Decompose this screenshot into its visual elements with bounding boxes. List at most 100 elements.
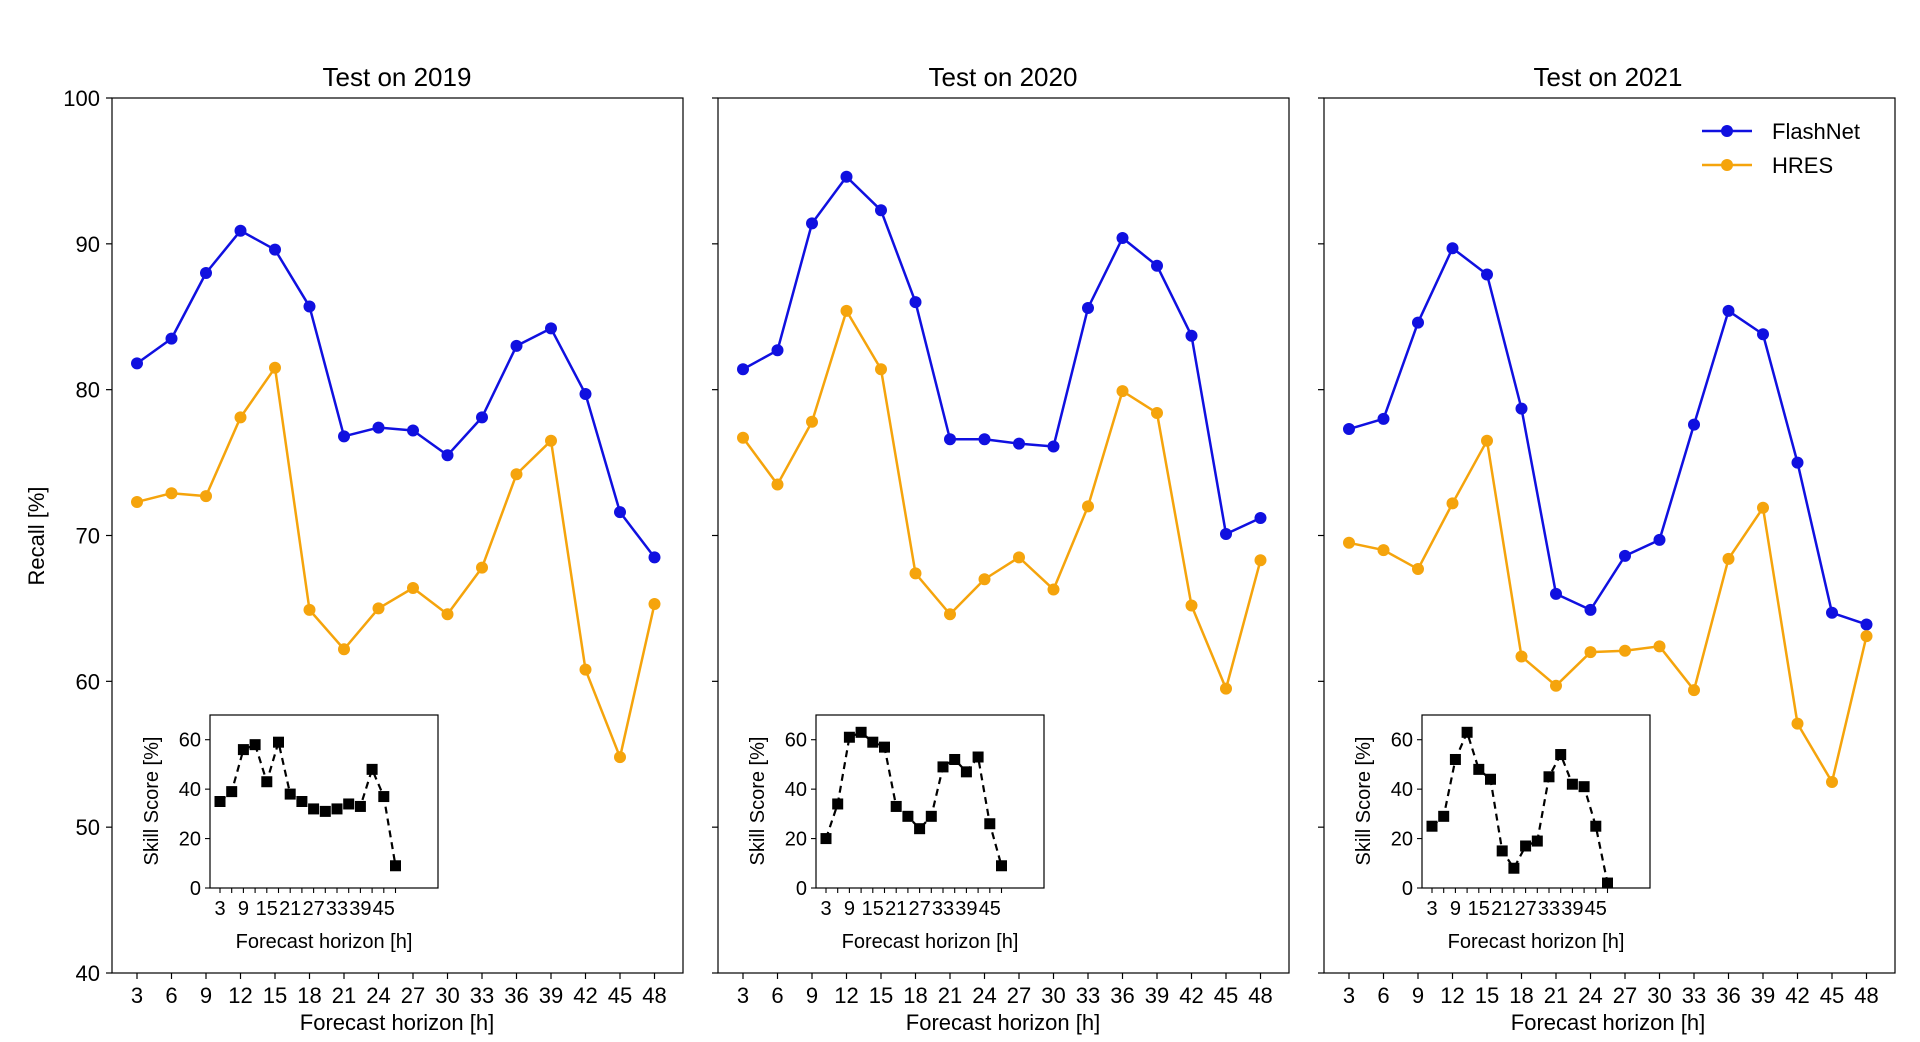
data-point-hres	[1412, 563, 1424, 576]
panel-title: Test on 2021	[1534, 62, 1683, 92]
inset-skill-marker	[960, 766, 972, 778]
data-point-flashnet	[1722, 304, 1735, 317]
inset-y-tick-label: 60	[785, 730, 807, 752]
data-point-hres	[1377, 544, 1390, 557]
inset-skill-marker	[832, 798, 844, 810]
data-point-flashnet	[510, 339, 523, 352]
inset-skill-marker	[1438, 810, 1450, 822]
data-point-hres	[840, 304, 853, 317]
data-point-hres	[771, 478, 784, 491]
inset-x-tick-label: 15	[862, 898, 884, 920]
inset-skill-marker	[879, 741, 890, 753]
inset-skill-marker	[1566, 778, 1578, 790]
inset-x-tick-label: 21	[1491, 898, 1513, 920]
data-point-hres	[978, 573, 991, 586]
inset-skill-marker	[366, 763, 378, 775]
data-point-hres	[510, 468, 523, 481]
data-point-flashnet	[1826, 606, 1838, 619]
data-point-hres	[1688, 684, 1700, 697]
data-point-flashnet	[1047, 440, 1060, 453]
data-point-hres	[1515, 650, 1528, 663]
data-point-hres	[1013, 551, 1025, 564]
inset-skill-marker	[261, 776, 273, 788]
inset-x-tick-label: 21	[885, 898, 907, 920]
series-line-flashnet	[136, 229, 656, 559]
series-line-flashnet	[1348, 246, 1867, 626]
series-line-hres	[136, 366, 656, 759]
x-tick-label: 30	[1041, 983, 1065, 1008]
inset-frame	[1421, 714, 1651, 889]
x-tick-label: 42	[573, 983, 597, 1008]
inset-x-tick-label: 15	[1468, 898, 1490, 920]
data-point-hres	[909, 567, 922, 580]
inset-y-tick-label: 20	[1391, 829, 1413, 851]
data-point-flashnet	[200, 267, 212, 279]
inset-skill-marker	[237, 744, 249, 756]
data-point-hres	[303, 603, 316, 616]
inset-x-tick-label: 39	[955, 898, 977, 920]
main-plot-1: 3 6 9 12 15 18 21 24 27 30 33 36 39 42 45 48	[712, 97, 1290, 1008]
data-point-flashnet	[648, 551, 661, 564]
x-tick-label: 33	[1682, 983, 1706, 1008]
inset-skill-marker	[1578, 781, 1590, 793]
data-point-hres	[441, 608, 454, 621]
panel-title: Test on 2019	[323, 62, 472, 92]
data-point-flashnet	[579, 388, 592, 401]
inset-skill-marker	[1602, 877, 1613, 889]
inset-y-tick-label: 0	[796, 878, 807, 900]
x-tick-label: 15	[869, 983, 893, 1008]
y-tick-label: 70	[76, 524, 100, 549]
inset-skill-marker	[1531, 835, 1543, 847]
inset-skill-marker	[1473, 763, 1485, 775]
data-point-hres	[407, 582, 419, 594]
panel-2019: Test on 2019 Forecast horizon [h]	[300, 62, 494, 1035]
panel-2021: Test on 2021 Forecast horizon [h]	[1511, 62, 1705, 1035]
x-tick-label: 42	[1179, 983, 1203, 1008]
x-tick-label: 9	[1412, 983, 1424, 1008]
data-point-flashnet	[545, 322, 557, 335]
inset-skill-marker	[226, 786, 238, 798]
data-point-hres	[338, 643, 350, 656]
data-point-flashnet	[1757, 328, 1769, 341]
x-tick-label: 24	[366, 983, 390, 1008]
x-tick-label: 18	[903, 983, 927, 1008]
x-tick-label: 48	[1248, 983, 1272, 1008]
data-point-hres	[545, 434, 557, 447]
x-tick-label: 9	[200, 983, 212, 1008]
inset-x-tick-label: 39	[1561, 898, 1583, 920]
inset-skill-marker	[855, 726, 867, 738]
inset-skill-marker	[331, 803, 343, 815]
x-tick-label: 48	[642, 983, 666, 1008]
data-point-flashnet	[737, 363, 749, 376]
series-line-hres	[1348, 439, 1868, 784]
data-point-hres	[1047, 583, 1060, 596]
data-point-hres	[579, 663, 592, 676]
inset-skill-marker	[867, 736, 879, 748]
inset-y-tick-label: 0	[1402, 878, 1413, 900]
x-tick-label: 30	[1647, 983, 1671, 1008]
data-point-hres	[1826, 775, 1838, 788]
data-point-flashnet	[131, 357, 143, 370]
data-point-flashnet	[269, 243, 281, 256]
inset-x-tick-label: 39	[349, 898, 371, 920]
data-point-flashnet	[1584, 603, 1597, 616]
inset-skill-marker	[378, 791, 390, 803]
inset-skill-marker	[1496, 845, 1508, 857]
x-tick-label: 24	[1578, 983, 1602, 1008]
data-point-flashnet	[1220, 528, 1232, 541]
data-point-flashnet	[1254, 512, 1267, 524]
x-tick-label: 18	[1509, 983, 1533, 1008]
data-point-hres	[875, 363, 887, 376]
inset-skill-marker	[308, 803, 320, 815]
x-tick-label: 45	[608, 983, 632, 1008]
data-point-flashnet	[1515, 402, 1528, 415]
inset-x-tick-label: 33	[1538, 898, 1560, 920]
data-point-flashnet	[978, 433, 991, 446]
data-point-hres	[1082, 500, 1094, 513]
x-tick-label: 33	[470, 983, 494, 1008]
data-point-hres	[131, 495, 143, 508]
inset-x-tick-label: 45	[979, 898, 1001, 920]
x-tick-label: 9	[806, 983, 818, 1008]
